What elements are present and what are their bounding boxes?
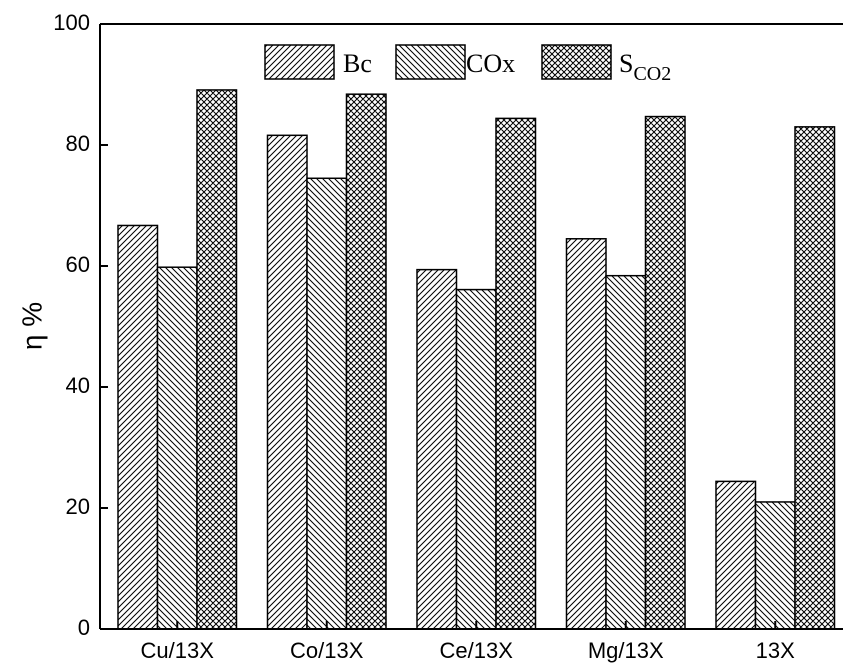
y-tick-label: 20 <box>66 494 90 519</box>
bars-group <box>117 89 836 630</box>
bar-bc-mg-13x <box>565 238 607 630</box>
y-axis-ticks: 0 20 40 60 80 100 <box>53 10 108 640</box>
bar-cox-ce-13x <box>455 288 497 630</box>
bar-sco2-co-13x <box>345 93 387 630</box>
y-tick-label: 100 <box>53 10 90 35</box>
x-axis-ticks: Cu/13X Co/13X Ce/13X Mg/13X 13X <box>141 621 795 663</box>
bar-bc-ce-13x <box>416 268 458 630</box>
legend-label-cox: COx <box>466 49 515 78</box>
bar-cox-co-13x <box>306 177 348 630</box>
bar-sco2-13x <box>794 126 836 630</box>
bar-cox-cu-13x <box>156 266 198 630</box>
bar-sco2-cu-13x <box>196 89 238 630</box>
bar-sco2-mg-13x <box>644 115 686 630</box>
y-axis-title: η % <box>16 302 47 350</box>
legend-label-sco2-sub: CO2 <box>633 63 671 85</box>
y-tick-label: 40 <box>66 373 90 398</box>
legend-swatch-sco2 <box>541 44 612 80</box>
bar-bc-13x <box>715 480 757 630</box>
bar-cox-mg-13x <box>605 274 647 630</box>
bar-sco2-ce-13x <box>495 117 537 630</box>
x-tick-label: Ce/13X <box>440 638 514 663</box>
y-tick-label: 80 <box>66 131 90 156</box>
y-tick-label: 0 <box>78 615 90 640</box>
legend-label-bc: Bc <box>343 49 372 78</box>
x-tick-label: Co/13X <box>290 638 364 663</box>
legend-swatch-cox <box>395 44 466 80</box>
bar-bc-cu-13x <box>117 224 159 630</box>
legend-label-sco2-main: S <box>619 49 633 78</box>
x-tick-label: Mg/13X <box>588 638 664 663</box>
x-tick-label: Cu/13X <box>141 638 215 663</box>
bar-cox-13x <box>754 501 796 630</box>
bar-bc-co-13x <box>266 134 308 630</box>
legend: Bc COx SCO2 <box>264 44 671 85</box>
legend-swatch-bc <box>264 44 335 80</box>
x-tick-label: 13X <box>756 638 795 663</box>
legend-label-sco2: SCO2 <box>619 49 671 85</box>
y-tick-label: 60 <box>66 252 90 277</box>
